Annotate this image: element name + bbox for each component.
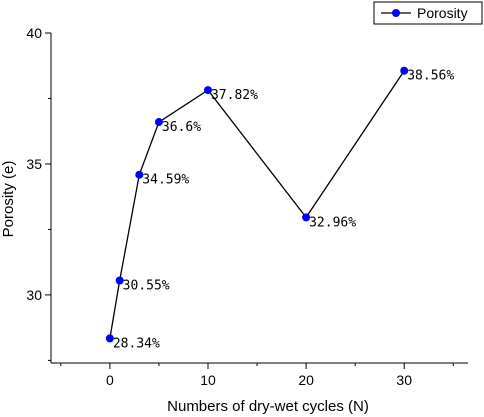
data-label: 34.59% [142,173,189,188]
data-point [135,170,144,179]
data-labels: 28.34% 30.55% 34.59% 36.6% 37.82% 32.96% 38.56… [113,69,454,352]
data-point [400,66,409,75]
legend-box [373,1,483,25]
y-ticks: 30 35 40 [26,25,51,361]
x-axis-title: Numbers of dry-wet cycles (N) [167,398,369,415]
y-axis-title: Porosity (e) [0,161,17,238]
data-label: 30.55% [123,279,170,294]
series-line [109,70,405,339]
data-point [115,276,124,285]
legend-label: Porosity [417,5,468,21]
data-label: 37.82% [211,88,258,103]
x-ticks: 0 10 20 30 [60,363,454,388]
x-tick-label: 10 [200,372,216,388]
axes [50,33,468,364]
data-point [203,86,212,95]
x-tick-label: 20 [298,372,314,388]
data-label: 36.6% [162,120,201,135]
y-tick-label: 40 [26,25,42,41]
data-label: 32.96% [309,215,356,230]
data-label: 38.56% [407,69,454,84]
y-tick-label: 30 [26,287,42,303]
data-point [154,118,163,127]
data-point [302,213,311,222]
x-tick-label: 0 [106,372,114,388]
data-label: 28.34% [113,336,160,351]
y-tick-label: 35 [26,156,42,172]
legend: Porosity [373,1,483,25]
legend-marker [392,9,400,17]
x-tick-label: 30 [396,372,412,388]
series-porosity [105,66,409,343]
data-point [105,334,114,343]
